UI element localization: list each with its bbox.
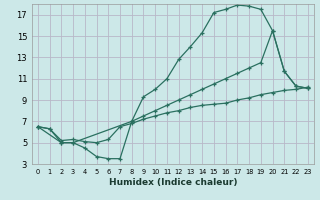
X-axis label: Humidex (Indice chaleur): Humidex (Indice chaleur) (108, 178, 237, 187)
